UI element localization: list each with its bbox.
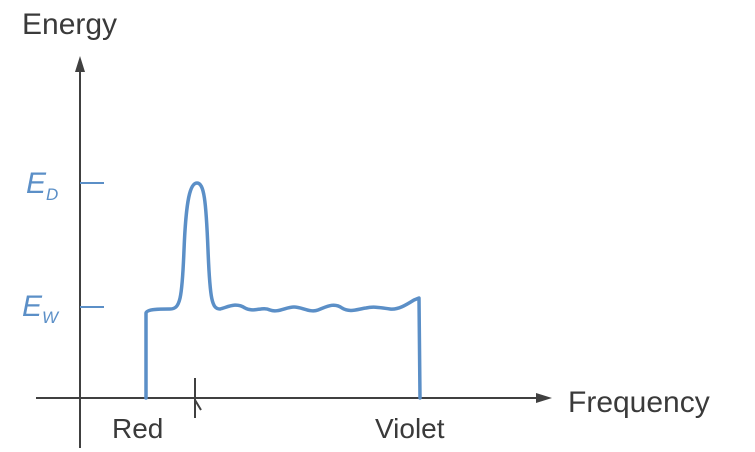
y-tick-label-ed: ED: [26, 167, 58, 204]
x-tick-label-red: Red: [112, 413, 163, 444]
x-axis-arrow: [536, 393, 552, 403]
x-tick-label-violet: Violet: [375, 413, 445, 444]
x-tick-red: [194, 378, 202, 418]
y-tick-label-ew: EW: [22, 290, 60, 327]
energy-curve: [144, 181, 422, 400]
y-axis-label: Energy: [22, 8, 117, 41]
x-axis-label: Frequency: [568, 386, 710, 419]
y-axis-arrow: [75, 56, 85, 72]
